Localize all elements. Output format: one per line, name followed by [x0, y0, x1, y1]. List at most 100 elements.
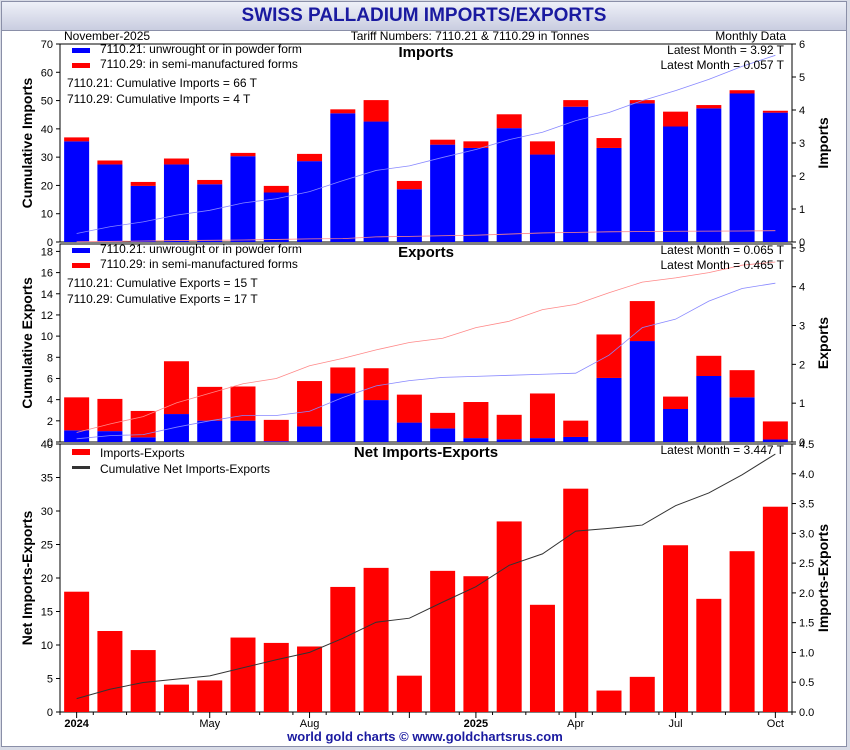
- imports-bar-red: [496, 114, 522, 129]
- exports-bar-red: [596, 334, 622, 378]
- exports-bar-red: [263, 419, 289, 442]
- imports-bar-red: [529, 141, 555, 155]
- net-bar-red: [529, 604, 555, 712]
- imports-right-axis-title: Imports: [815, 117, 831, 169]
- imports-bar-red: [729, 90, 755, 94]
- exports-bar-blue: [396, 422, 422, 442]
- imports-cumulative-info: 7110.29: Cumulative Imports = 4 T: [67, 92, 251, 106]
- footer-credit: world gold charts © www.goldchartsrus.co…: [287, 729, 563, 744]
- net-bar-red: [430, 570, 456, 712]
- imports-left-tick-label: 60: [41, 67, 53, 79]
- exports-cumulative-line-1: [76, 261, 776, 433]
- net-legend-swatch: [72, 449, 90, 455]
- net-right-tick-label: 4.5: [799, 439, 814, 451]
- imports-bar-red: [463, 141, 489, 148]
- imports-bar-red: [197, 179, 223, 185]
- exports-bar-red: [297, 381, 323, 427]
- exports-bar-red: [430, 412, 456, 429]
- imports-left-tick-label: 40: [41, 124, 53, 136]
- imports-right-tick-label: 3: [799, 138, 805, 150]
- exports-bar-red: [696, 355, 722, 376]
- imports-bar-blue: [263, 192, 289, 242]
- imports-left-tick-label: 10: [41, 209, 53, 221]
- exports-bar-blue: [330, 393, 356, 442]
- imports-bar-blue: [297, 161, 323, 242]
- exports-bar-blue: [363, 400, 389, 442]
- exports-bar-blue: [64, 430, 90, 442]
- x-tick-label: 2024: [64, 718, 89, 730]
- imports-bar-blue: [729, 93, 755, 242]
- imports-bar-red: [596, 138, 622, 148]
- imports-bar-blue: [197, 184, 223, 242]
- imports-bar-blue: [163, 164, 189, 242]
- exports-bar-red: [762, 421, 788, 440]
- x-tick-label: May: [199, 718, 220, 730]
- exports-bar-blue: [496, 439, 522, 442]
- net-bar-red: [163, 684, 189, 712]
- imports-bar-red: [396, 180, 422, 190]
- exports-cumulative-line-0: [76, 282, 776, 440]
- exports-bar-blue: [97, 431, 123, 442]
- net-bar-red: [263, 642, 289, 712]
- exports-right-axis-title: Exports: [815, 317, 831, 369]
- exports-bar-blue: [297, 426, 323, 442]
- exports-bar-red: [496, 414, 522, 440]
- net-bar-red: [130, 650, 156, 712]
- imports-bar-red: [97, 160, 123, 165]
- exports-bar-red: [663, 396, 689, 409]
- exports-bar-blue: [529, 438, 555, 442]
- net-left-axis-title: Net Imports-Exports: [19, 511, 35, 646]
- title-bar: SWISS PALLADIUM IMPORTS/EXPORTS: [2, 2, 846, 31]
- exports-left-axis-title: Cumulative Exports: [19, 277, 35, 409]
- exports-right-tick-label: 3: [799, 321, 805, 333]
- imports-latest-month: Latest Month = 0.057 T: [660, 58, 784, 72]
- net-right-tick-label: 3.0: [799, 528, 814, 540]
- net-bar-red: [396, 675, 422, 712]
- exports-bar-blue: [163, 414, 189, 442]
- net-left-tick-label: 15: [41, 607, 53, 619]
- imports-cumulative-line-1: [76, 230, 776, 243]
- net-bar-red: [663, 545, 689, 712]
- exports-bar-blue: [663, 409, 689, 442]
- x-tick-label: Oct: [767, 718, 784, 730]
- imports-bar-red: [663, 111, 689, 127]
- imports-bar-blue: [496, 128, 522, 242]
- imports-bar-blue: [696, 108, 722, 242]
- imports-legend-swatch: [72, 63, 90, 68]
- imports-left-tick-label: 0: [47, 237, 53, 249]
- imports-bar-red: [163, 158, 189, 165]
- net-left-tick-label: 40: [41, 439, 53, 451]
- imports-right-tick-label: 1: [799, 204, 805, 216]
- imports-bar-blue: [97, 164, 123, 242]
- exports-bar-red: [330, 367, 356, 394]
- net-bar-red: [563, 488, 589, 712]
- subtitle-date: November-2025: [64, 29, 150, 43]
- imports-bar-blue: [529, 154, 555, 242]
- imports-bar-red: [263, 185, 289, 193]
- exports-bar-red: [563, 420, 589, 437]
- imports-bar-red: [430, 139, 456, 145]
- net-legend-swatch: [72, 466, 90, 469]
- exports-bar-red: [463, 402, 489, 439]
- imports-right-tick-label: 4: [799, 105, 805, 117]
- net-right-tick-label: 3.5: [799, 499, 814, 511]
- exports-bar-blue: [696, 376, 722, 442]
- net-left-tick-label: 35: [41, 473, 53, 485]
- net-right-tick-label: 2.5: [799, 558, 814, 570]
- subtitle-frequency: Monthly Data: [715, 29, 786, 43]
- imports-bar-blue: [430, 144, 456, 242]
- net-left-tick-label: 20: [41, 573, 53, 585]
- exports-left-tick-label: 18: [41, 246, 53, 258]
- exports-legend-label: 7110.29: in semi-manufactured forms: [100, 257, 298, 271]
- net-bar-red: [762, 506, 788, 712]
- net-legend-label: Imports-Exports: [100, 446, 185, 460]
- exports-cumulative-info: 7110.29: Cumulative Exports = 17 T: [67, 292, 258, 306]
- x-tick-label: Aug: [300, 718, 320, 730]
- exports-bar-red: [230, 386, 256, 421]
- net-bar-red: [97, 631, 123, 712]
- x-tick-label: Jul: [669, 718, 683, 730]
- net-right-tick-label: 0.5: [799, 677, 814, 689]
- exports-bar-blue: [230, 420, 256, 442]
- imports-legend-swatch: [72, 48, 90, 53]
